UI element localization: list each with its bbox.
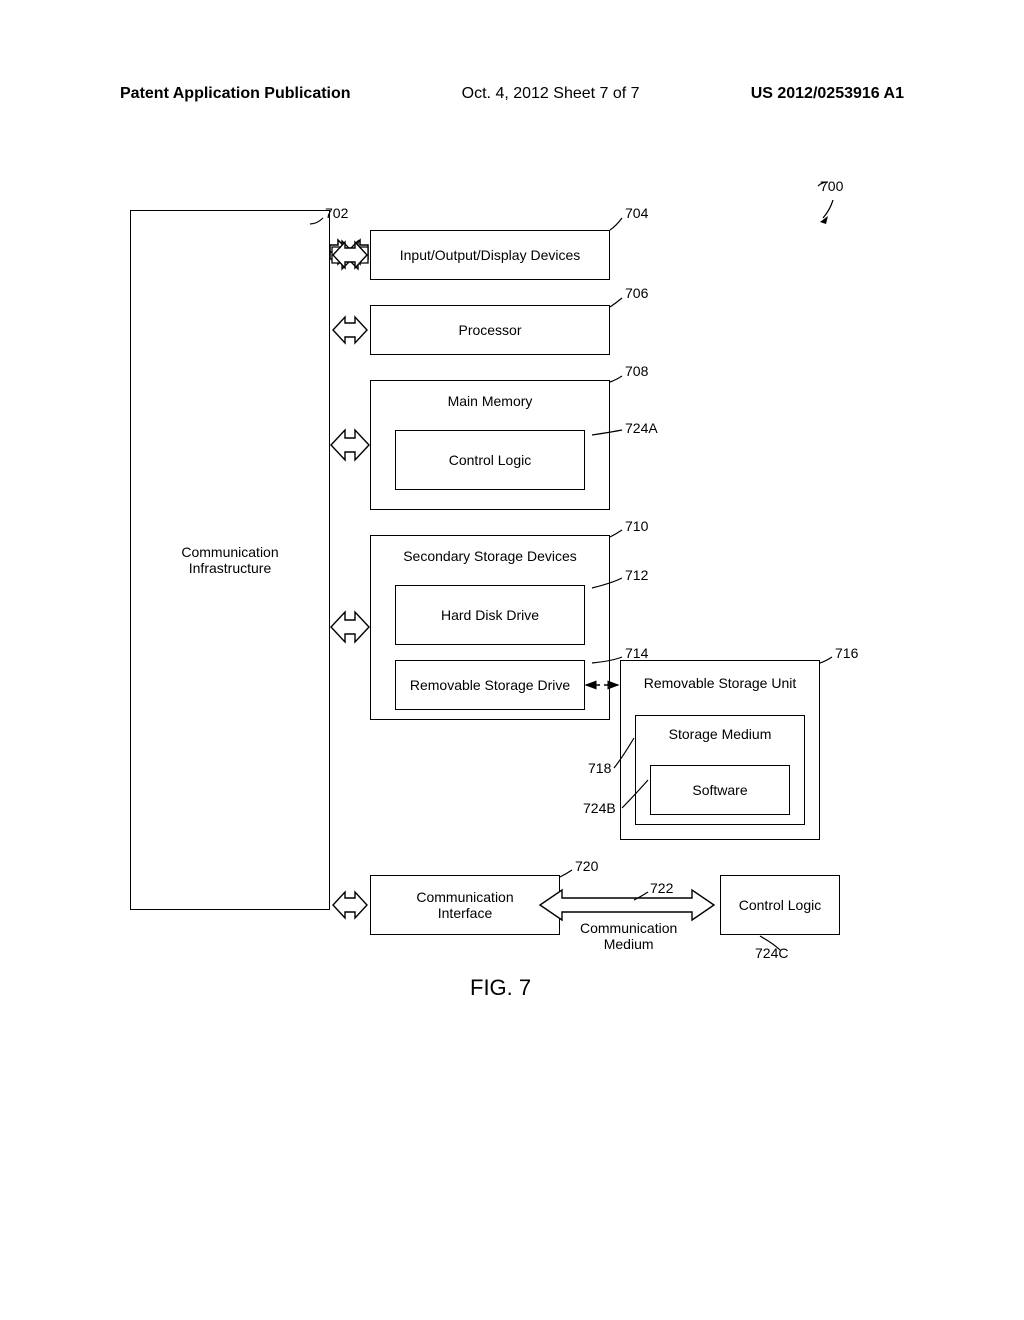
hard-disk-label: Hard Disk Drive bbox=[441, 607, 539, 623]
comm-interface-box: Communication Interface bbox=[370, 875, 560, 935]
page-root: Patent Application Publication Oct. 4, 2… bbox=[0, 0, 1024, 1320]
ref-718: 718 bbox=[588, 760, 611, 776]
storage-medium-label: Storage Medium bbox=[669, 726, 772, 742]
ref-724c: 724C bbox=[755, 945, 788, 961]
control-logic-a-box: Control Logic bbox=[395, 430, 585, 490]
ref-722: 722 bbox=[650, 880, 673, 896]
ref-720: 720 bbox=[575, 858, 598, 874]
bidir-mem bbox=[331, 430, 369, 460]
software-box: Software bbox=[650, 765, 790, 815]
io-devices-label: Input/Output/Display Devices bbox=[400, 247, 581, 263]
control-logic-c-label: Control Logic bbox=[739, 897, 822, 913]
comm-medium-arrow bbox=[540, 890, 714, 920]
leader-704 bbox=[610, 218, 622, 230]
leader-708 bbox=[610, 376, 622, 382]
ref-700: 700 bbox=[820, 178, 843, 194]
control-logic-c-box: Control Logic bbox=[720, 875, 840, 935]
control-logic-a-label: Control Logic bbox=[449, 452, 532, 468]
bidir-arrow-io bbox=[332, 241, 368, 269]
bidir-commif bbox=[333, 892, 367, 918]
ref-724b: 724B bbox=[583, 800, 616, 816]
secondary-storage-label: Secondary Storage Devices bbox=[403, 548, 577, 564]
figure-label: FIG. 7 bbox=[470, 975, 531, 1001]
ref-704: 704 bbox=[625, 205, 648, 221]
ref-702: 702 bbox=[325, 205, 348, 221]
removable-drive-label: Removable Storage Drive bbox=[410, 677, 570, 693]
bidir-proc bbox=[333, 317, 367, 343]
bidir-storage bbox=[331, 612, 369, 642]
removable-unit-label: Removable Storage Unit bbox=[644, 675, 797, 691]
ref-706: 706 bbox=[625, 285, 648, 301]
io-devices-box: Input/Output/Display Devices bbox=[370, 230, 610, 280]
bidir-io bbox=[333, 242, 367, 268]
leader-706 bbox=[610, 298, 622, 307]
processor-box: Processor bbox=[370, 305, 610, 355]
leader-722 bbox=[634, 892, 648, 900]
header-left: Patent Application Publication bbox=[120, 85, 351, 103]
page-header: Patent Application Publication Oct. 4, 2… bbox=[0, 85, 1024, 103]
ref-712: 712 bbox=[625, 567, 648, 583]
comm-infra-box: Communication Infrastructure bbox=[130, 210, 330, 910]
ref-710: 710 bbox=[625, 518, 648, 534]
hard-disk-box: Hard Disk Drive bbox=[395, 585, 585, 645]
leader-710 bbox=[610, 530, 622, 537]
software-label: Software bbox=[692, 782, 747, 798]
removable-drive-box: Removable Storage Drive bbox=[395, 660, 585, 710]
header-right: US 2012/0253916 A1 bbox=[751, 85, 904, 103]
leader-700 bbox=[823, 200, 833, 218]
comm-interface-label: Communication Interface bbox=[416, 889, 513, 921]
leader-716 bbox=[820, 657, 832, 663]
comm-medium-label: Communication Medium bbox=[580, 920, 677, 952]
ref-724a: 724A bbox=[625, 420, 658, 436]
ref-708: 708 bbox=[625, 363, 648, 379]
main-memory-label: Main Memory bbox=[448, 393, 533, 409]
comm-infra-label: Communication Infrastructure bbox=[181, 544, 278, 576]
arrow-io bbox=[330, 240, 368, 264]
ref-716: 716 bbox=[835, 645, 858, 661]
processor-label: Processor bbox=[458, 322, 521, 338]
leader-720 bbox=[560, 870, 572, 877]
ref-714: 714 bbox=[625, 645, 648, 661]
header-center: Oct. 4, 2012 Sheet 7 of 7 bbox=[462, 85, 640, 103]
